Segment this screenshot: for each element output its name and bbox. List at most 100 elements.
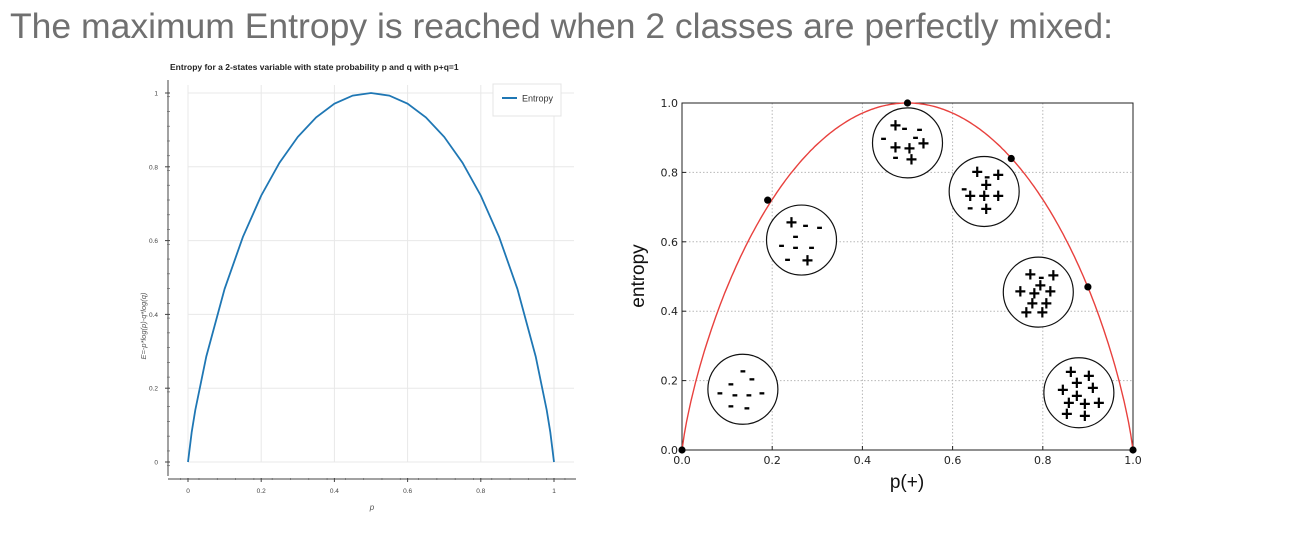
sample-10pos-circle: + ++ ++ ++ + ++ + — [1043, 357, 1115, 429]
left-chart-y-label: E=-p*log(p)-q*log(q) — [139, 292, 148, 359]
entropy-point — [1129, 446, 1137, 454]
plus-sign: + — [992, 164, 1004, 186]
plus-sign: + — [1020, 302, 1032, 324]
minus-sign: - — [892, 147, 898, 168]
plus-sign: + — [1083, 366, 1095, 388]
sample-boundary — [765, 204, 838, 276]
right-y-tick-label: 1.0 — [661, 97, 679, 110]
plus-sign: + — [1014, 281, 1026, 303]
plus-sign: + — [1079, 406, 1091, 428]
left-chart-x-ticks: 0 0.2 0.4 0.6 0.8 1 — [180, 478, 566, 495]
plus-sign: + — [1061, 404, 1073, 426]
sample-boundary — [1002, 256, 1074, 328]
plus-sign: + — [1034, 275, 1046, 297]
plus-sign: + — [786, 212, 798, 234]
plus-sign: + — [1093, 393, 1105, 415]
sample-5pos-circle: + - -- -+ + +- + — [871, 107, 944, 179]
plus-sign: + — [1063, 393, 1075, 415]
left-chart-grid — [187, 85, 574, 463]
sample-boundary — [1043, 357, 1115, 429]
minus-sign: - — [732, 384, 738, 405]
minus-sign: - — [778, 235, 784, 256]
plus-sign: + — [1071, 386, 1083, 408]
plus-sign: + — [1026, 293, 1038, 315]
figure-area: Entropy for a 2-states variable with sta… — [136, 56, 1168, 534]
entropy-series-line — [187, 92, 555, 463]
minus-sign: - — [792, 226, 798, 247]
minus-sign: - — [984, 166, 990, 187]
plus-sign: + — [1047, 265, 1059, 287]
sample-9pos-circle: + - +++ + ++ ++ + — [1002, 256, 1074, 328]
plus-sign: + — [980, 198, 992, 220]
minus-sign: - — [746, 384, 752, 405]
sample-boundary — [871, 107, 944, 179]
left-chart-legend: Entropy — [492, 83, 562, 117]
plus-sign: + — [992, 185, 1004, 207]
minus-sign: - — [749, 368, 755, 389]
sample-boundary — [707, 353, 779, 425]
minus-sign: - — [717, 382, 723, 403]
slide-title: The maximum Entropy is reached when 2 cl… — [10, 6, 1113, 46]
right-x-tick-label: 0.2 — [763, 454, 781, 467]
plus-sign: + — [1028, 283, 1040, 305]
legend-entropy-label: Entropy — [522, 94, 554, 104]
entropy-point — [903, 99, 912, 107]
left-x-tick-label: 1 — [552, 488, 556, 495]
left-chart-y-ticks: 0 0.2 0.4 0.6 0.8 1 — [149, 91, 170, 467]
entropy-point — [1007, 154, 1015, 163]
minus-sign: - — [967, 197, 973, 218]
plus-sign: + — [890, 137, 902, 159]
right-chart-x-ticks: 0.0 0.2 0.4 0.6 0.8 1.0 — [673, 446, 1142, 467]
left-x-tick-label: 0.8 — [476, 488, 485, 495]
entropy-point — [1084, 283, 1092, 291]
minus-sign: - — [784, 249, 790, 270]
right-chart-x-label: p(+) — [890, 472, 924, 493]
right-entropy-chart: 0.0 0.2 0.4 0.6 0.8 1.0 0.00.20.40.60.81.0 --… — [628, 97, 1142, 493]
plus-sign: + — [1071, 373, 1083, 395]
plus-sign: + — [802, 250, 814, 272]
left-x-tick-label: 0.6 — [403, 488, 412, 495]
right-chart-points — [678, 99, 1137, 454]
minus-sign: - — [759, 382, 765, 403]
plus-sign: + — [978, 185, 990, 207]
plus-sign: + — [1057, 380, 1069, 402]
entropy-point — [678, 446, 686, 454]
plus-sign: + — [906, 149, 918, 171]
left-y-tick-label: 0 — [154, 460, 158, 467]
minus-sign: - — [740, 360, 746, 381]
right-x-tick-label: 0.8 — [1034, 454, 1052, 467]
left-x-tick-label: 0.4 — [330, 488, 339, 495]
right-x-tick-label: 0.4 — [854, 454, 872, 467]
left-chart-axes — [167, 80, 576, 480]
plus-sign: + — [1040, 293, 1052, 315]
plus-sign: + — [1024, 264, 1036, 286]
right-y-tick-label: 0.8 — [661, 166, 679, 179]
minus-sign: - — [808, 237, 814, 258]
right-y-tick-label: 0.6 — [661, 236, 679, 249]
minus-sign: - — [912, 127, 918, 148]
right-y-tick-label: 0.0 — [661, 444, 679, 457]
plus-sign: + — [971, 161, 983, 183]
entropy-point — [764, 196, 772, 204]
right-y-tick-label: 0.4 — [661, 305, 679, 318]
minus-sign: - — [901, 118, 907, 139]
sample-boundary — [948, 155, 1020, 228]
plus-sign: + — [918, 133, 930, 155]
left-y-tick-label: 0.6 — [149, 238, 158, 245]
minus-sign: - — [792, 237, 798, 258]
left-y-tick-label: 1 — [154, 91, 158, 98]
sample-7pos-circle: + - ++-+ + +- + — [948, 155, 1020, 228]
plus-sign: + — [890, 115, 902, 137]
minus-sign: - — [916, 119, 922, 140]
plus-sign: + — [1079, 394, 1091, 416]
minus-sign: - — [728, 373, 734, 394]
left-y-tick-label: 0.4 — [149, 312, 158, 319]
plus-sign: + — [980, 174, 992, 196]
left-x-tick-label: 0.2 — [257, 488, 266, 495]
sample-2pos-circle: + - --- - -- + — [765, 204, 838, 276]
plus-sign: + — [1087, 378, 1099, 400]
right-y-tick-label: 0.2 — [661, 375, 679, 388]
minus-sign: - — [744, 397, 750, 418]
left-x-tick-label: 0 — [186, 488, 190, 495]
plus-sign: + — [964, 185, 976, 207]
